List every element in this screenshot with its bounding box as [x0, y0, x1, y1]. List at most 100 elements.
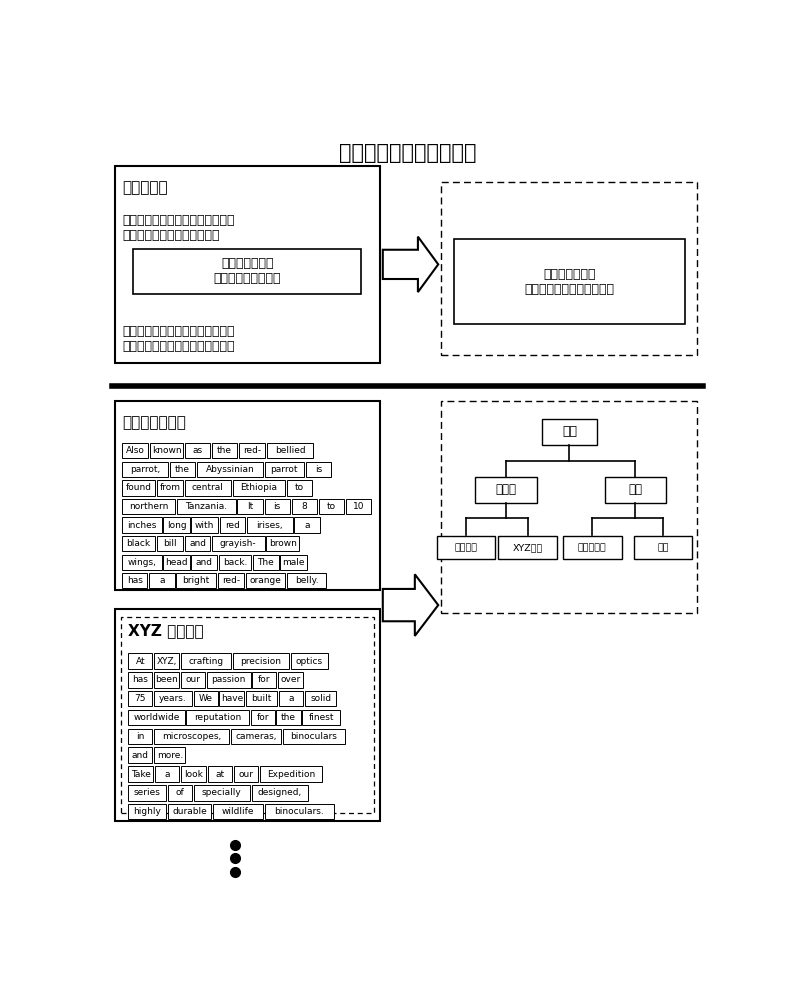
Text: is: is [315, 465, 322, 474]
Text: black: black [126, 539, 150, 548]
Bar [233, 653, 289, 669]
Text: red-: red- [243, 446, 262, 455]
Text: solid: solid [310, 694, 332, 703]
Text: long: long [167, 521, 186, 530]
Bar [291, 653, 328, 669]
Bar [287, 573, 326, 588]
Text: 在西红柿工厂，
我们已经得到了您的西红柿: 在西红柿工厂， 我们已经得到了您的西红柿 [524, 268, 615, 296]
Bar [150, 443, 183, 458]
Bar [251, 785, 308, 801]
Text: our: our [185, 675, 200, 684]
Bar [239, 443, 266, 458]
Bar [219, 691, 244, 706]
Text: inches: inches [127, 521, 157, 530]
Bar [246, 573, 285, 588]
Text: 75: 75 [134, 694, 146, 703]
Bar [168, 804, 211, 819]
Text: the: the [175, 465, 190, 474]
Text: brown: brown [269, 539, 297, 548]
Text: the: the [281, 713, 296, 722]
Text: red: red [225, 521, 239, 530]
Text: It: It [247, 502, 253, 511]
Bar [234, 766, 258, 782]
Bar [128, 710, 184, 725]
Text: parrot,: parrot, [130, 465, 161, 474]
Text: 阿比西尼亚: 阿比西尼亚 [578, 543, 607, 552]
Bar [128, 785, 166, 801]
Bar [260, 766, 322, 782]
Bar [604, 477, 666, 503]
Bar [128, 729, 153, 744]
Bar [498, 536, 556, 559]
Text: Also: Also [126, 446, 145, 455]
Text: 8: 8 [301, 502, 307, 511]
Bar [122, 555, 161, 570]
Bar [128, 653, 153, 669]
Bar [185, 536, 210, 551]
Bar [181, 653, 231, 669]
Bar [128, 804, 166, 819]
Text: known: known [152, 446, 181, 455]
Bar [207, 766, 232, 782]
Text: and: and [189, 539, 206, 548]
Text: more.: more. [157, 751, 183, 760]
Text: at: at [215, 770, 224, 779]
Bar [436, 536, 495, 559]
Text: irises,: irises, [256, 521, 283, 530]
Bar [122, 443, 149, 458]
Text: bellied: bellied [275, 446, 305, 455]
Text: XYZ,: XYZ, [157, 657, 176, 666]
Bar [128, 691, 153, 706]
Text: a: a [165, 770, 170, 779]
Bar [192, 555, 217, 570]
Bar [253, 672, 277, 688]
Bar [185, 480, 231, 496]
Bar [193, 691, 218, 706]
Bar [197, 462, 262, 477]
Text: 我们是大范围西红柿种子的来源，
并且为家用和商用种植者两者种植: 我们是大范围西红柿种子的来源， 并且为家用和商用种植者两者种植 [122, 325, 235, 353]
Text: and: and [196, 558, 212, 567]
Bar [154, 653, 179, 669]
Bar [157, 480, 183, 496]
Bar [181, 766, 206, 782]
Text: Take: Take [131, 770, 151, 779]
Bar [238, 499, 262, 514]
Text: We: We [199, 694, 212, 703]
Bar [294, 517, 320, 533]
Text: bright: bright [182, 576, 210, 585]
Bar [219, 555, 251, 570]
Bar [278, 672, 303, 688]
Text: for: for [258, 675, 271, 684]
Bar [122, 462, 168, 477]
Text: 望远镜: 望远镜 [495, 483, 517, 496]
Bar [121, 617, 374, 813]
Text: 生长西红柿: 生长西红柿 [122, 180, 168, 195]
Text: built: built [251, 694, 272, 703]
Bar [114, 166, 380, 363]
Text: crafting: crafting [188, 657, 223, 666]
Text: back.: back. [223, 558, 247, 567]
Bar [265, 462, 304, 477]
Bar [122, 517, 161, 533]
Bar [441, 401, 697, 613]
Text: grayish-: grayish- [220, 539, 257, 548]
Text: red-: red- [222, 576, 240, 585]
Text: our: our [238, 770, 254, 779]
Text: look: look [184, 770, 203, 779]
Bar [219, 517, 245, 533]
Bar [277, 710, 301, 725]
Text: the: the [217, 446, 232, 455]
Bar [185, 443, 210, 458]
Text: to: to [295, 483, 304, 492]
Bar [154, 729, 229, 744]
Text: from: from [160, 483, 180, 492]
Bar [306, 462, 331, 477]
Text: to: to [327, 502, 336, 511]
Bar [266, 536, 299, 551]
Text: optics: optics [296, 657, 323, 666]
Text: 阿比西尼亚鹦鹉: 阿比西尼亚鹦鹉 [122, 415, 186, 430]
Text: 消息抽取对语义信息结构: 消息抽取对语义信息结构 [339, 143, 476, 163]
Text: binoculars.: binoculars. [274, 807, 324, 816]
Bar [128, 747, 153, 763]
Bar [233, 480, 285, 496]
